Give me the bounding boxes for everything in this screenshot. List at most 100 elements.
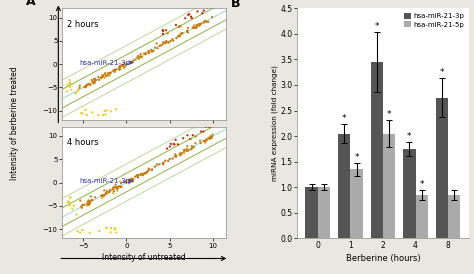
Bar [448,195,460,238]
Point [84,199,91,204]
Point [91,195,99,199]
Point [84,203,92,207]
Point [81,85,88,89]
Point [194,9,201,14]
Point [103,189,110,193]
Point [87,82,94,87]
Point [98,75,106,79]
Point [166,144,174,149]
Point [74,88,82,92]
Point [201,19,209,23]
Point [128,179,136,184]
Point [172,23,180,27]
Point [183,149,191,153]
Bar [350,169,363,238]
Point [91,78,98,82]
Point [135,57,143,61]
Point [181,147,188,152]
Point [138,55,146,59]
Point [119,62,127,67]
Point [82,83,90,88]
Point [183,144,191,149]
Point [159,28,166,32]
Point [125,178,133,183]
Point [103,108,110,113]
Point [137,172,145,176]
Point [112,107,119,112]
Text: *: * [374,22,379,31]
Point [66,203,73,207]
Point [112,230,120,235]
Point [109,185,117,190]
Point [156,44,164,48]
Bar [383,133,395,238]
Point [111,70,118,74]
Point [134,175,142,180]
Point [206,125,213,129]
Point [175,33,183,38]
Point [100,194,107,198]
Point [175,25,182,29]
Point [181,151,188,156]
Point [72,91,80,95]
Point [206,136,213,141]
Point [169,156,176,161]
Point [159,29,167,33]
Point [130,58,137,63]
Point [91,77,98,81]
Point [153,162,161,167]
Point [184,28,191,33]
Y-axis label: miRNA expression (fold change): miRNA expression (fold change) [271,65,278,181]
Point [200,21,207,25]
Point [113,187,121,191]
Point [76,86,83,90]
Text: *: * [440,68,444,77]
Point [89,110,96,115]
Point [125,179,133,183]
Point [204,19,212,24]
Point [76,84,83,88]
Point [187,137,194,141]
Point [89,198,96,202]
Point [160,41,168,45]
Bar [371,62,383,238]
Point [134,173,142,177]
Point [88,78,95,82]
Point [125,181,133,185]
Point [181,149,188,154]
Point [177,31,185,36]
Point [159,42,166,47]
Point [78,111,86,116]
Point [126,181,133,185]
Point [102,191,109,195]
Point [144,169,152,173]
Point [129,177,137,182]
Point [83,82,91,87]
Point [185,148,192,153]
Point [164,40,172,44]
Point [85,82,93,87]
Point [142,52,149,56]
Point [188,16,196,20]
Point [141,171,148,176]
Point [184,26,191,30]
Point [139,173,147,177]
Point [196,24,203,28]
Point [100,113,107,117]
Point [86,203,93,207]
Point [142,51,150,56]
Point [200,8,208,13]
Point [134,173,142,177]
Point [73,229,81,233]
Point [165,40,173,45]
Point [166,157,173,161]
Point [191,26,198,30]
Point [86,200,93,205]
Text: *: * [387,110,392,119]
Point [84,202,92,206]
Point [98,75,105,79]
Point [118,63,125,67]
Point [146,167,153,172]
Point [63,89,71,94]
Point [176,151,184,156]
